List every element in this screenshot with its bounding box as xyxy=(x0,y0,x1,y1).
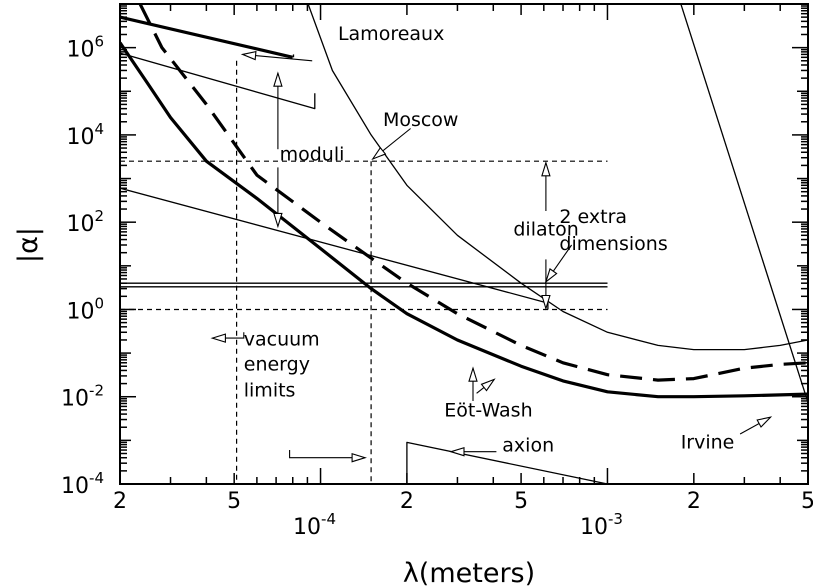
annotation-text: Irvine xyxy=(681,432,735,454)
y-tick-label-exponent: 0 xyxy=(94,294,104,312)
annotation-text: Eöt-Wash xyxy=(444,400,532,422)
annotation-text: dilaton xyxy=(513,218,578,240)
y-tick-label-base: 10 xyxy=(61,387,89,412)
annotation-text: limits xyxy=(244,380,296,402)
x-tick-labels: 2 5 2 5 2 510-4 10-3 xyxy=(113,489,813,540)
arrow-line xyxy=(289,450,366,459)
y-tick-label: 106 xyxy=(66,33,104,63)
arrow-head xyxy=(351,452,367,463)
y-tick-label-base: 10 xyxy=(66,125,94,150)
y-tick-label-exponent: -2 xyxy=(89,382,104,400)
series-line xyxy=(120,52,316,110)
y-tick-label-exponent: 4 xyxy=(94,120,104,138)
series-line xyxy=(138,4,808,382)
y-tick-label-exponent: 2 xyxy=(94,207,104,225)
series-line xyxy=(680,4,808,405)
annotation-text: dimensions xyxy=(559,233,667,255)
series-line xyxy=(406,441,608,484)
x-tick-label-exponent: -3 xyxy=(608,510,623,528)
y-tick-label-base: 10 xyxy=(66,212,94,237)
annotation-text: Moscow xyxy=(383,109,459,131)
y-tick-label: 10-2 xyxy=(61,382,104,412)
series-line xyxy=(307,4,808,351)
x-tick-label: 2 xyxy=(400,489,414,514)
annotation-text: energy xyxy=(244,353,310,375)
y-tick-label-base: 10 xyxy=(66,299,94,324)
series-line xyxy=(120,41,808,399)
y-tick-label: 10-4 xyxy=(61,469,104,499)
annotation-text: Lamoreaux xyxy=(338,23,444,45)
x-tick-label: 2 xyxy=(113,489,127,514)
x-tick-label: 2 xyxy=(687,489,701,514)
x-tick-label: 10-4 xyxy=(293,510,336,540)
arrow-head xyxy=(544,268,558,284)
y-tick-label-exponent: -4 xyxy=(89,469,104,487)
y-tick-label-base: 10 xyxy=(61,474,89,499)
y-tick-label: 100 xyxy=(66,294,104,324)
y-tick-label-base: 10 xyxy=(66,38,94,63)
axis-ticks xyxy=(119,4,809,485)
annotation-text: axion xyxy=(502,435,554,457)
arrow-head xyxy=(273,71,283,87)
x-tick-label: 5 xyxy=(514,489,528,514)
y-tick-label-exponent: 6 xyxy=(94,33,104,51)
arrow-head xyxy=(468,366,478,382)
arrow-head xyxy=(210,333,226,343)
y-axis-label: |α| xyxy=(13,227,44,263)
series-line xyxy=(120,15,294,59)
y-tick-label: 104 xyxy=(66,120,104,150)
arrow-head xyxy=(541,294,551,311)
x-tick-label-exponent: -4 xyxy=(321,510,336,528)
arrow-head xyxy=(449,446,465,457)
arrow-head xyxy=(240,50,257,61)
series-line xyxy=(120,187,549,310)
arrow-head xyxy=(541,160,551,177)
arrow-head xyxy=(756,416,773,428)
data-series xyxy=(120,4,808,484)
y-tick-label: 102 xyxy=(66,207,104,237)
arrow-head xyxy=(480,378,496,392)
x-tick-label-base: 10 xyxy=(293,515,321,540)
annotation-text: moduli xyxy=(280,143,345,165)
arrow-head xyxy=(371,146,387,161)
annotation-text: 2 extra xyxy=(559,206,627,228)
arrow-head xyxy=(273,212,283,229)
x-tick-label-base: 10 xyxy=(580,515,608,540)
x-tick-label: 5 xyxy=(801,489,813,514)
annotation-text: vacuum xyxy=(244,328,320,350)
x-tick-label: 10-3 xyxy=(580,510,623,540)
x-tick-label: 5 xyxy=(227,489,241,514)
plot-frame xyxy=(119,3,809,485)
x-axis-label: λ(meters) xyxy=(403,558,535,588)
annotation-arrows xyxy=(210,50,773,463)
